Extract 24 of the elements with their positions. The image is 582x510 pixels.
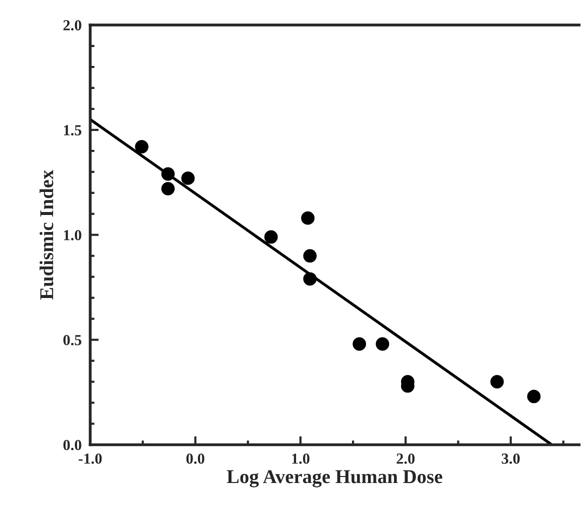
y-tick-label: 1.0 <box>64 230 82 240</box>
point <box>303 249 317 263</box>
y-tick-label: 1.5 <box>64 125 82 136</box>
point <box>376 337 390 351</box>
point <box>181 171 195 185</box>
point <box>264 230 278 244</box>
y-axis-title: Eudismic Index <box>40 170 54 300</box>
point <box>161 167 175 181</box>
point <box>303 272 317 286</box>
x-tick-label: 2.0 <box>396 453 415 464</box>
y-tick-label: 0.0 <box>63 440 82 450</box>
point <box>352 337 366 351</box>
point <box>161 182 175 196</box>
point <box>527 390 541 404</box>
point <box>135 140 148 154</box>
x-tick-label: 0.0 <box>186 453 204 464</box>
point <box>490 375 504 388</box>
x-tick-label: -1.0 <box>78 453 102 464</box>
point <box>301 211 315 225</box>
y-tick-label: 0.5 <box>63 334 82 346</box>
x-axis-title: Log Average Human Dose <box>226 470 442 488</box>
x-tick-label: 1.0 <box>292 453 310 464</box>
x-tick-label: 3.0 <box>502 453 520 464</box>
y-tick-label: 2.0 <box>63 20 82 31</box>
